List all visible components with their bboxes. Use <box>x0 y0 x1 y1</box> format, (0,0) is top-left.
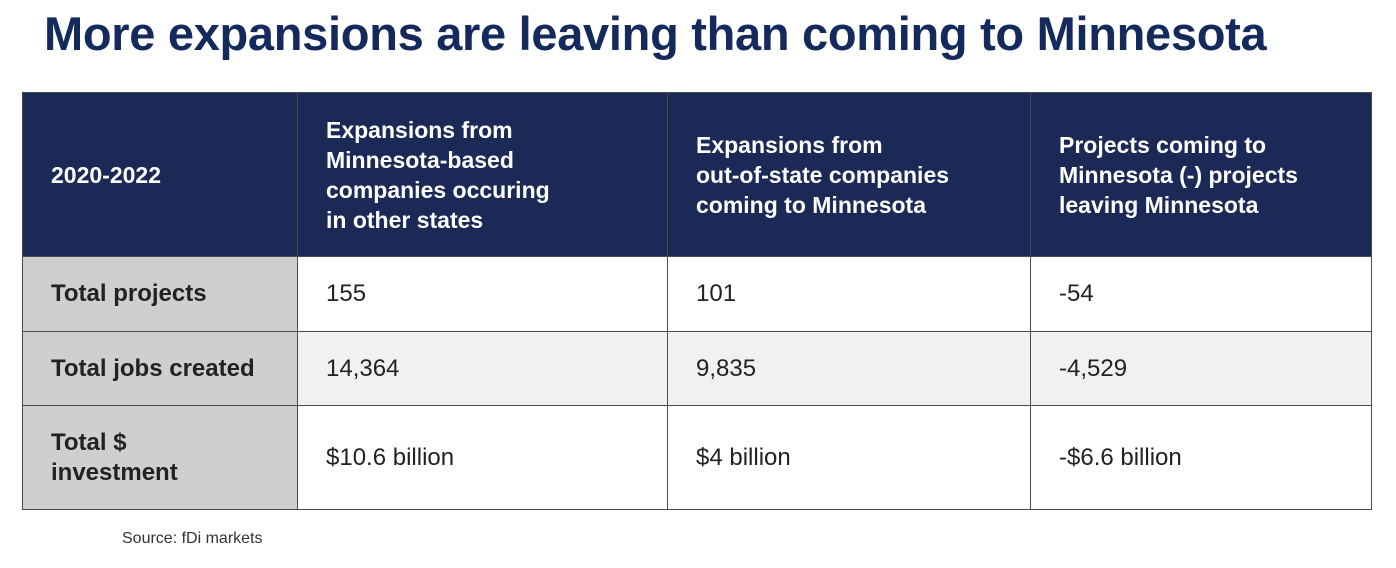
row-label-line: Total projects <box>51 280 207 307</box>
table-cell: 14,364 <box>297 331 668 406</box>
row-label-line: Total jobs created <box>51 354 255 382</box>
table-cell: $10.6 billion <box>297 405 668 510</box>
table-cell: -4,529 <box>1030 331 1372 406</box>
table-cell: -54 <box>1030 256 1372 332</box>
table-cell: -$6.6 billion <box>1030 405 1372 510</box>
header-line: coming to Minnesota <box>696 191 926 218</box>
table-row-total-investment: Total $ investment $10.6 billion $4 bill… <box>22 405 1372 510</box>
table-row-total-projects: Total projects 155 101 -54 <box>22 256 1372 332</box>
chart-title: More expansions are leaving than coming … <box>44 7 1267 60</box>
header-line: in other states <box>326 206 484 233</box>
header-line: out-of-state companies <box>696 161 950 188</box>
table-cell: $4 billion <box>667 405 1031 510</box>
row-label: Total projects <box>22 256 298 332</box>
header-line: Projects coming to <box>1059 131 1267 158</box>
row-label-line: investment <box>51 458 178 486</box>
row-label-line: Total $ <box>51 428 127 456</box>
header-row: 2020-2022 Expansions from Minnesota-base… <box>22 92 1372 257</box>
data-table: 2020-2022 Expansions from Minnesota-base… <box>22 92 1372 510</box>
source-note: Source: fDi markets <box>122 530 263 547</box>
header-outbound-expansions: Expansions from Minnesota-based companie… <box>297 92 668 257</box>
header-period-line: 2020-2022 <box>51 161 161 188</box>
table-cell: 101 <box>667 256 1031 332</box>
table-cell: 155 <box>297 256 668 332</box>
header-line: Expansions from <box>326 116 513 143</box>
header-line: companies occuring <box>326 176 550 203</box>
header-line: leaving Minnesota <box>1059 191 1259 218</box>
table-row-total-jobs: Total jobs created 14,364 9,835 -4,529 <box>22 331 1372 406</box>
header-line: Expansions from <box>696 131 883 158</box>
table-cell: 9,835 <box>667 331 1031 406</box>
header-line: Minnesota-based <box>326 146 514 173</box>
row-label: Total $ investment <box>22 405 298 510</box>
row-label: Total jobs created <box>22 331 298 406</box>
header-net-projects: Projects coming to Minnesota (-) project… <box>1030 92 1372 257</box>
header-inbound-expansions: Expansions from out-of-state companies c… <box>667 92 1031 257</box>
header-line: Minnesota (-) projects <box>1059 161 1298 188</box>
header-period: 2020-2022 <box>22 92 298 257</box>
